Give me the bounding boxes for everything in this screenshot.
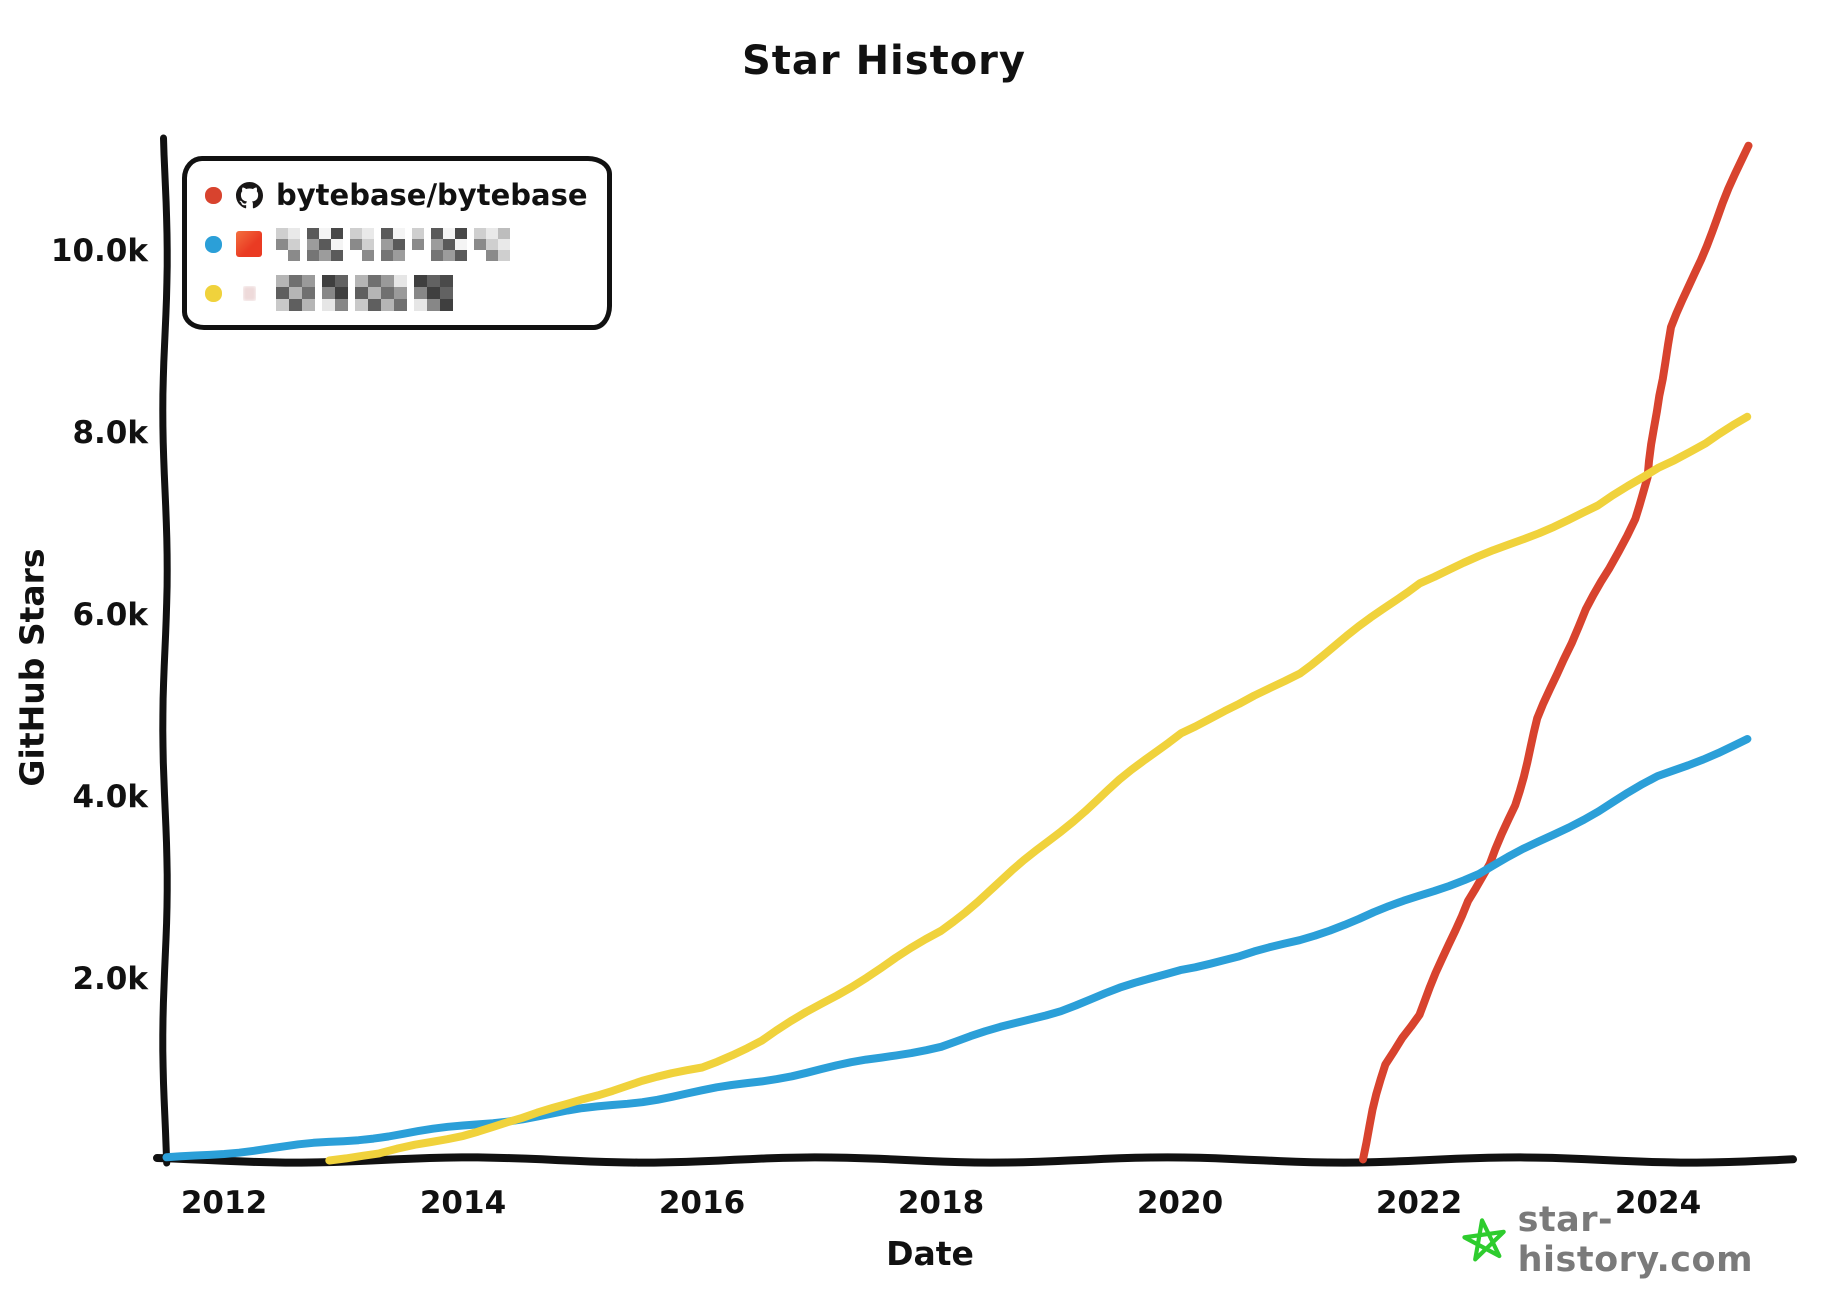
legend-item-redacted-1 <box>205 224 587 264</box>
mosaic-cluster <box>414 275 453 311</box>
pink-square-avatar <box>235 285 263 301</box>
mosaic-cluster <box>350 227 374 261</box>
watermark-text: star-history.com <box>1517 1200 1754 1280</box>
mosaic-cluster <box>474 227 510 261</box>
legend-swatch-yellow <box>205 284 222 302</box>
legend-item-redacted-2 <box>205 273 587 313</box>
legend-label-bytebase: bytebase/bytebase <box>276 178 588 212</box>
y-axis-line <box>159 134 171 1167</box>
y-tick-6.0k: 6.0k <box>72 597 149 633</box>
x-tick-2022: 2022 <box>1376 1185 1462 1221</box>
y-tick-8.0k: 8.0k <box>72 415 149 451</box>
redacted-label-mosaic <box>276 274 453 312</box>
redacted-label-mosaic <box>276 225 510 263</box>
y-tick-4.0k: 4.0k <box>72 779 149 815</box>
x-tick-2014: 2014 <box>420 1185 506 1221</box>
mosaic-cluster <box>276 275 315 311</box>
mosaic-cluster <box>276 227 300 261</box>
x-tick-2016: 2016 <box>659 1185 745 1221</box>
mosaic-cluster <box>412 227 424 261</box>
series-line-bytebase/bytebase <box>1359 141 1753 1164</box>
x-tick-2018: 2018 <box>898 1185 984 1221</box>
y-tick-10.0k: 10.0k <box>51 233 149 269</box>
chart-title: Star History <box>742 38 1026 84</box>
x-axis-line <box>153 1153 1797 1167</box>
series-line-redacted-blue-repo <box>162 735 1752 1162</box>
series-line-redacted-yellow-repo <box>325 412 1752 1165</box>
y-axis-label: GitHub Stars <box>12 548 52 787</box>
green-star-icon <box>1462 1218 1506 1262</box>
legend-swatch-blue <box>205 235 222 253</box>
legend: bytebase/bytebase <box>182 156 612 330</box>
mosaic-cluster <box>355 275 407 311</box>
mosaic-cluster <box>307 227 343 261</box>
mosaic-cluster <box>381 227 405 261</box>
y-tick-2.0k: 2.0k <box>72 961 149 997</box>
x-axis-label: Date <box>886 1234 974 1273</box>
github-octocat-icon <box>235 181 263 209</box>
mosaic-cluster <box>322 275 348 311</box>
x-tick-2012: 2012 <box>181 1185 267 1221</box>
x-tick-2020: 2020 <box>1137 1185 1223 1221</box>
x-tick-2024: 2024 <box>1615 1185 1701 1221</box>
mosaic-cluster <box>431 227 467 261</box>
red-square-avatar <box>235 231 263 257</box>
legend-item-bytebase: bytebase/bytebase <box>205 175 588 215</box>
watermark: star-history.com <box>1462 1200 1832 1280</box>
legend-swatch-red <box>205 186 222 204</box>
